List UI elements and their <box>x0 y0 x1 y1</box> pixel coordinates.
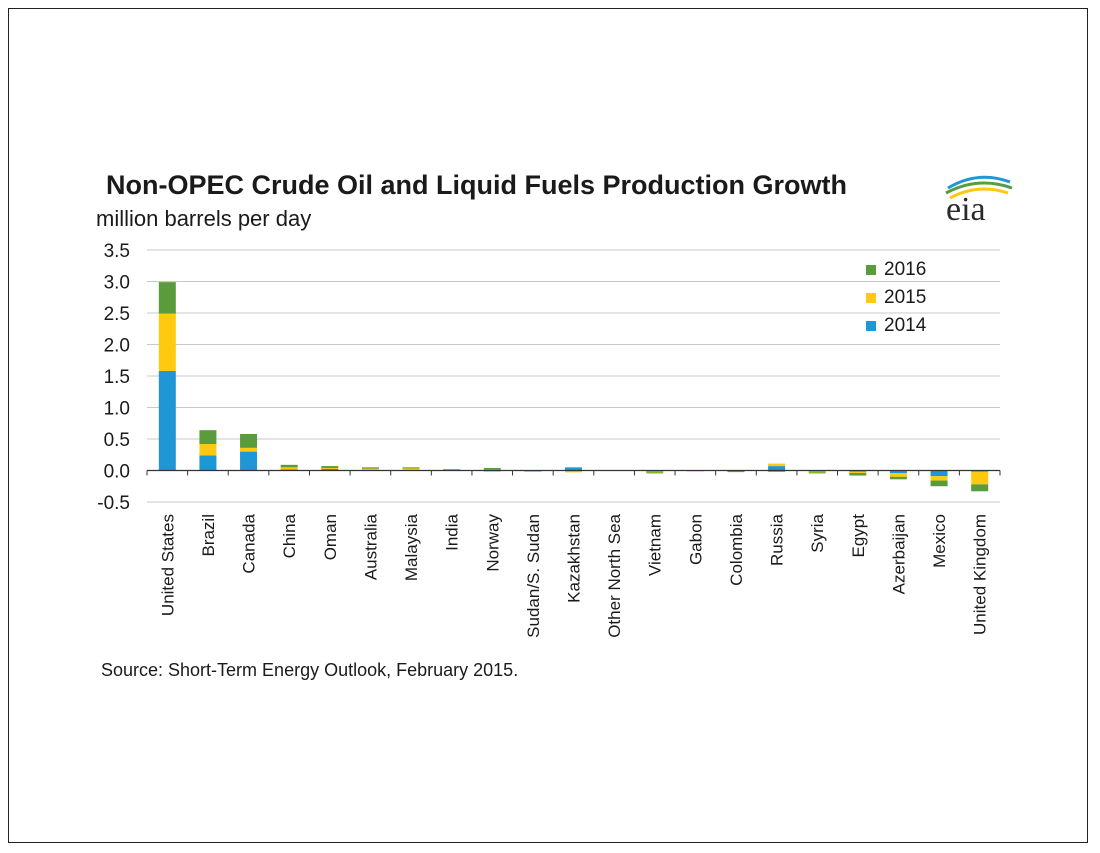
bar-segment-2015 <box>483 470 501 472</box>
bar-segment-2014 <box>483 469 501 471</box>
x-tick-label: Vietnam <box>646 514 665 576</box>
bar-segment-2015 <box>321 467 339 469</box>
bar-segment-2016 <box>361 467 379 469</box>
chart-frame <box>8 8 1088 843</box>
x-tick-label: Syria <box>808 513 827 552</box>
x-tick-label: Kazakhstan <box>565 514 584 603</box>
legend-swatch-2016 <box>866 265 876 275</box>
y-tick-label: 2.0 <box>104 336 130 357</box>
y-tick-label: 0.0 <box>104 462 130 483</box>
x-tick-label: Norway <box>483 514 502 572</box>
chart-title: Non-OPEC Crude Oil and Liquid Fuels Prod… <box>106 170 847 200</box>
legend-label-2016: 2016 <box>884 259 927 280</box>
bar-segment-2015 <box>930 476 948 481</box>
bar-segment-2015 <box>199 444 217 456</box>
x-tick-label: United States <box>158 514 177 616</box>
bar-segment-2016 <box>646 472 664 474</box>
gridlines <box>147 249 1000 503</box>
bar-segment-2014 <box>808 470 826 472</box>
bar-segment-2015 <box>808 471 826 473</box>
source-note: Source: Short-Term Energy Outlook, Febru… <box>101 660 519 680</box>
x-tick-label: Sudan/S. Sudan <box>524 514 543 638</box>
bar-segment-2016 <box>402 467 420 469</box>
x-tick-label: China <box>280 513 299 558</box>
eia-logo: eia <box>940 168 1016 228</box>
bar-segment-2014 <box>646 470 664 472</box>
bar-segment-2014 <box>280 469 298 471</box>
legend-label-2015: 2015 <box>884 287 927 308</box>
bar-segment-2016 <box>808 472 826 474</box>
x-tick-label: Malaysia <box>402 513 421 581</box>
x-axis <box>146 469 1001 476</box>
x-tick-label: Brazil <box>199 514 218 557</box>
bar-segment-2016 <box>930 480 948 487</box>
bar-segment-2016 <box>889 476 907 480</box>
y-tick-label: 2.5 <box>104 304 130 325</box>
legend-swatch-2014 <box>866 321 876 331</box>
bar-segment-2016 <box>971 484 989 492</box>
bar-segment-2015 <box>240 447 258 452</box>
bar-segment-2015 <box>361 468 379 470</box>
y-tick-label: 3.0 <box>104 273 130 294</box>
bar-segment-2016 <box>849 473 867 476</box>
bar-segment-2015 <box>971 471 989 485</box>
bar-segment-2014 <box>199 455 217 471</box>
x-axis-labels: United States Brazil Canada China Oman Austra… <box>158 513 989 637</box>
x-tick-label: Russia <box>768 513 787 566</box>
bar-segment-2016 <box>727 471 745 473</box>
y-axis-ticks: 3.5 3.0 2.5 2.0 1.5 1.0 0.5 0.0 -0.5 <box>97 241 130 514</box>
bar-segment-2014 <box>768 466 786 471</box>
x-tick-label: United Kingdom <box>971 514 990 635</box>
x-tick-label: India <box>443 513 462 550</box>
bar-segment-2016 <box>199 430 217 445</box>
bar-segment-2014 <box>565 467 582 471</box>
bar-segment-2015 <box>280 467 298 470</box>
bar-segment-2014 <box>240 451 258 471</box>
legend-label-2014: 2014 <box>884 315 927 336</box>
y-tick-label: 1.0 <box>104 399 130 420</box>
x-tick-label: Egypt <box>849 514 868 558</box>
legend-swatch-2015 <box>866 293 876 303</box>
y-tick-label: -0.5 <box>97 493 130 514</box>
bar-segment-2015 <box>158 313 176 371</box>
bar-segment-2015 <box>565 470 582 473</box>
bar-segment-2016 <box>321 466 339 468</box>
x-tick-label: Azerbaijan <box>889 514 908 594</box>
legend-item-2015: 2015 <box>866 284 926 312</box>
bar-segment-2015 <box>402 467 420 470</box>
bar-segment-2014 <box>930 470 948 477</box>
x-tick-label: Colombia <box>727 513 746 585</box>
bar-segment-2014 <box>321 468 339 471</box>
bar-segment-2015 <box>849 471 867 474</box>
x-tick-label: Oman <box>321 514 340 560</box>
x-tick-label: Gabon <box>686 514 705 565</box>
bar-segment-2015 <box>768 463 786 467</box>
bar-segment-2014 <box>971 470 989 472</box>
logo-text: eia <box>946 191 986 226</box>
y-tick-label: 0.5 <box>104 430 130 451</box>
bar-segment-2014 <box>849 470 867 472</box>
bar-segment-2015 <box>889 473 907 477</box>
legend-item-2014: 2014 <box>866 312 926 340</box>
bar-segment-2014 <box>889 470 907 474</box>
x-tick-label: Other North Sea <box>605 513 624 637</box>
bar-segment-2016 <box>483 467 501 470</box>
x-tick-label: Canada <box>240 513 259 573</box>
bar-segment-2015 <box>646 471 664 473</box>
bars <box>158 282 989 492</box>
bar-segment-2016 <box>280 464 298 468</box>
bar-segment-2014 <box>158 370 176 471</box>
x-tick-label: Australia <box>361 513 380 580</box>
y-tick-label: 3.5 <box>104 241 130 262</box>
bar-segment-2016 <box>768 470 786 472</box>
bar-segment-2016 <box>158 282 176 314</box>
bar-segment-2016 <box>240 433 258 448</box>
legend-item-2016: 2016 <box>866 256 926 284</box>
bar-segment-2016 <box>443 469 461 471</box>
y-tick-label: 1.5 <box>104 367 130 388</box>
chart-subtitle: million barrels per day <box>96 206 312 231</box>
x-tick-label: Mexico <box>930 514 949 568</box>
legend: 2016 2015 2014 <box>866 256 926 340</box>
